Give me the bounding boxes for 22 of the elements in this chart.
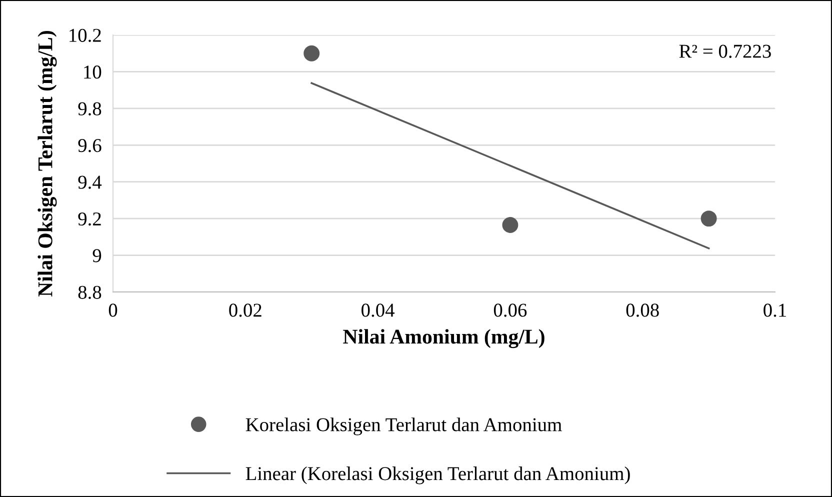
x-tick-label: 0.06 bbox=[494, 304, 527, 317]
x-tick-label: 0 bbox=[108, 304, 118, 317]
x-tick-label: 0.08 bbox=[626, 304, 659, 317]
annotation: R² = 0.7223 bbox=[679, 44, 771, 58]
y-tick-label: 10.2 bbox=[70, 28, 101, 42]
y-tick-label: 9.8 bbox=[78, 102, 102, 116]
legend-label: Linear (Korelasi Oksigen Terlarut dan Amonium) bbox=[246, 466, 630, 484]
point bbox=[502, 217, 518, 233]
y-tick-label: 9.6 bbox=[78, 139, 102, 152]
y-tick-label: 9.4 bbox=[78, 176, 102, 189]
y-axis-title: Nilai Oksigen Terlarut (mg/L) bbox=[38, 31, 57, 297]
legend-label: Korelasi Oksigen Terlarut dan Amonium bbox=[246, 418, 562, 436]
point bbox=[304, 45, 320, 62]
y-tick-label: 9.2 bbox=[78, 212, 101, 226]
y-tick-label: 9 bbox=[92, 249, 102, 262]
x-tick-label: 0.02 bbox=[229, 304, 262, 317]
point bbox=[700, 210, 717, 227]
y-tick-label: 8.8 bbox=[78, 286, 102, 300]
x-tick-label: 0.1 bbox=[764, 304, 786, 317]
y-tick-label: 10 bbox=[84, 66, 102, 79]
x-tick-label: 0.04 bbox=[362, 304, 395, 317]
x-axis-title: Nilai Amonium (mg/L) bbox=[343, 329, 544, 348]
